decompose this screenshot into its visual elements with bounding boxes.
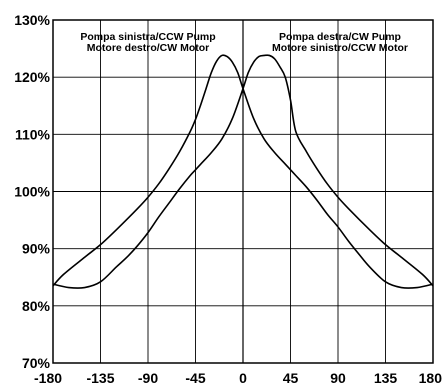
y-tick-label: 120% xyxy=(14,69,50,85)
x-tick-labels: -180 -135 -90 -45 0 45 90 135 180 xyxy=(34,370,442,386)
annotation-left-line-1: Pompa sinistra/CCW Pump xyxy=(80,31,215,43)
x-tick-label: -180 xyxy=(34,370,62,386)
plot-frame xyxy=(52,19,434,364)
x-tick-label: -90 xyxy=(138,370,158,386)
annotations: Pompa sinistra/CCW Pump Motore destro/CW… xyxy=(80,31,408,54)
x-tick-label: -45 xyxy=(185,370,205,386)
y-tick-label: 110% xyxy=(15,126,51,142)
annotation-right-line-1: Pompa destra/CW Pump xyxy=(279,31,401,43)
annotation-right-line-2: Motore sinistro/CCW Motor xyxy=(272,42,408,54)
x-tick-label: 180 xyxy=(419,370,443,386)
x-tick-label: 90 xyxy=(330,370,346,386)
x-tick-label: 0 xyxy=(239,370,247,386)
grid xyxy=(52,19,434,364)
series-group xyxy=(52,54,434,289)
y-tick-labels: 70% 80% 90% 100% 110% 120% 130% xyxy=(14,12,50,371)
y-tick-label: 80% xyxy=(22,298,51,314)
x-tick-label: 135 xyxy=(374,370,398,386)
y-tick-label: 90% xyxy=(22,241,51,257)
annotation-left-line-2: Motore destro/CW Motor xyxy=(87,42,210,54)
series-line-2 xyxy=(52,54,434,289)
y-tick-label: 100% xyxy=(14,184,50,200)
series-line-1 xyxy=(52,54,434,289)
x-tick-label: 45 xyxy=(283,370,299,386)
y-tick-label: 70% xyxy=(22,355,51,371)
y-tick-label: 130% xyxy=(14,12,50,28)
x-tick-label: -135 xyxy=(86,370,114,386)
